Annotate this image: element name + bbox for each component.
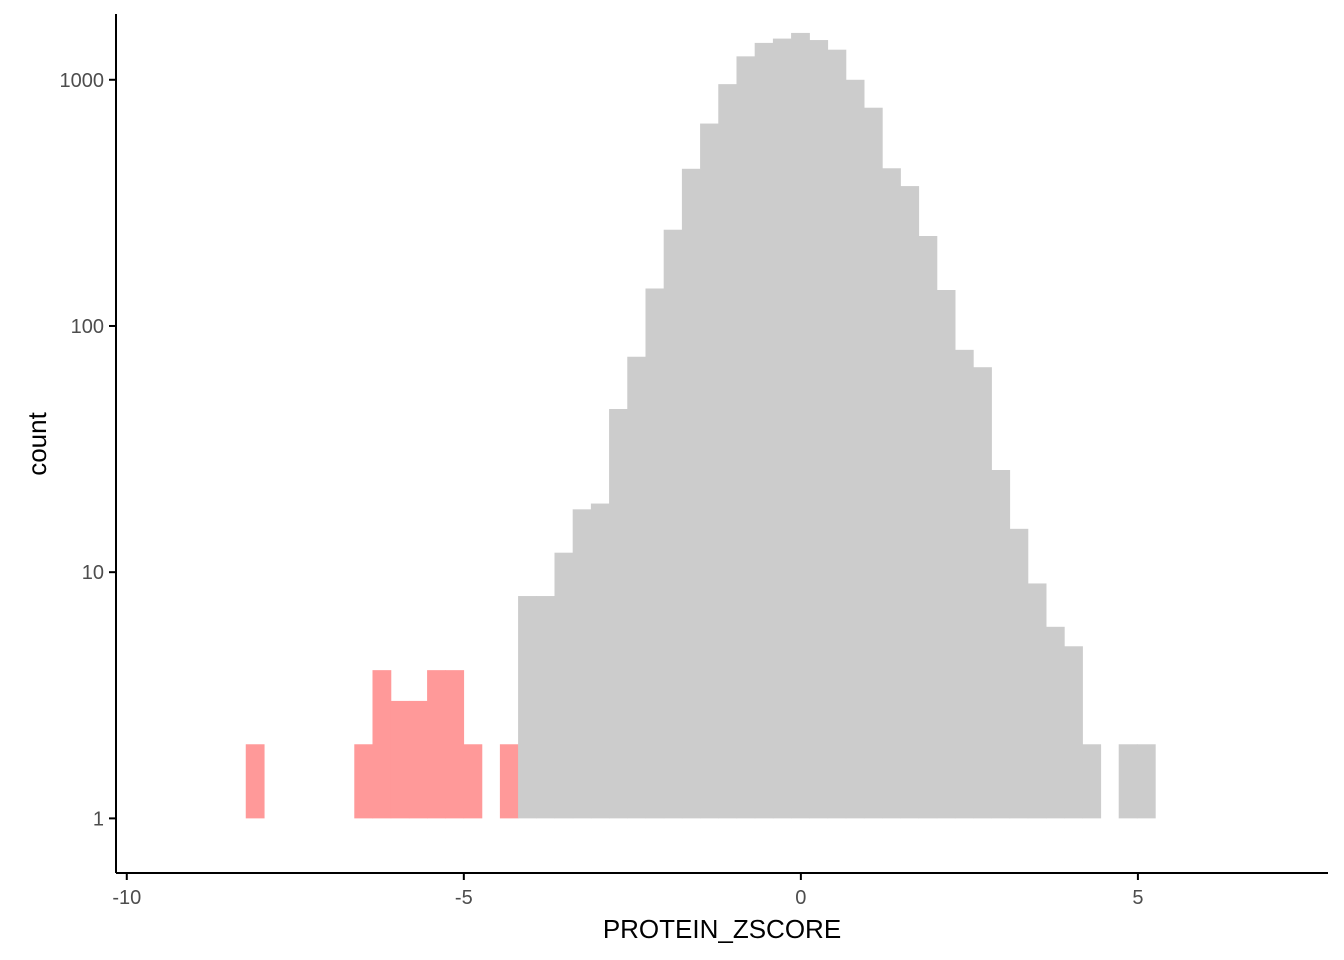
histogram-bar-normal: [863, 107, 883, 819]
histogram-bar-normal: [645, 288, 665, 819]
histogram-bar-normal: [918, 236, 938, 819]
histogram-bar-highlighted: [427, 670, 446, 819]
histogram-bar-normal: [1082, 744, 1102, 819]
histogram-bar-normal: [882, 168, 901, 819]
histogram-bar-normal: [809, 40, 829, 819]
x-axis-title: PROTEIN_ZSCORE: [603, 914, 841, 944]
histogram-bar-normal: [954, 349, 974, 819]
histogram-bar-normal: [1136, 744, 1156, 819]
histogram-bar-normal: [900, 186, 920, 819]
y-axis-ticks: 1 10 100 1000: [60, 70, 116, 830]
histogram-bar-normal: [609, 409, 628, 819]
histogram-bar-normal: [700, 123, 719, 819]
histogram-bar-normal: [1064, 646, 1083, 819]
histogram-bar-normal: [1009, 528, 1029, 819]
histogram-bar-highlighted: [408, 700, 428, 819]
histogram-bar-normal: [518, 596, 537, 819]
histogram-bar-normal: [1118, 744, 1138, 819]
x-tick-label: -5: [455, 887, 473, 909]
histogram-bar-highlighted: [354, 744, 374, 819]
histogram-bar-normal: [718, 84, 738, 819]
histogram-bar-highlighted: [390, 700, 410, 819]
y-tick-label: 1000: [60, 70, 105, 92]
histogram-bar-highlighted: [463, 744, 483, 819]
histogram-bar-normal: [791, 32, 810, 819]
histogram-bar-normal: [772, 38, 792, 819]
histogram-bar-normal: [736, 56, 756, 819]
histogram-bar-normal: [590, 503, 610, 819]
histogram-bar-normal: [1045, 626, 1065, 819]
histogram-bar-normal: [827, 49, 847, 819]
histogram-bar-normal: [663, 229, 683, 819]
histogram-bar-normal: [991, 470, 1011, 819]
histogram-bar-highlighted: [372, 670, 392, 819]
histogram-bar-highlighted: [499, 744, 519, 819]
histogram-bar-normal: [754, 42, 774, 819]
histogram-bar-normal: [973, 367, 992, 819]
histogram-bar-highlighted: [245, 744, 265, 819]
x-tick-label: 5: [1132, 887, 1143, 909]
y-tick-label: 10: [82, 562, 104, 584]
y-tick-label: 100: [71, 316, 104, 338]
histogram-bar-normal: [627, 356, 647, 819]
histogram-bar-normal: [554, 552, 574, 819]
histogram-bar-highlighted: [445, 670, 465, 819]
x-axis-ticks: -10 -5 0 5: [112, 873, 1143, 909]
y-tick-label: 1: [93, 808, 104, 830]
histogram-bar-normal: [936, 290, 956, 819]
histogram-bar-normal: [681, 168, 701, 819]
y-axis-title: count: [22, 411, 52, 475]
histogram-bar-normal: [845, 79, 865, 819]
x-tick-label: -10: [112, 887, 141, 909]
histogram-bar-normal: [572, 509, 592, 819]
x-tick-label: 0: [795, 887, 806, 909]
histogram-bars: [245, 32, 1156, 819]
histogram-bar-normal: [1027, 583, 1047, 819]
histogram-bar-normal: [536, 596, 556, 819]
